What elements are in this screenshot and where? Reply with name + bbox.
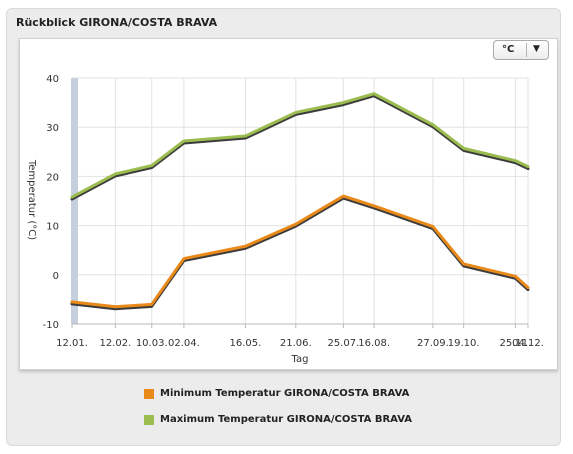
chevron-down-icon: ▼ (533, 44, 540, 54)
series-shadow-1 (70, 94, 530, 201)
legend-swatch-max (144, 415, 154, 425)
chart-area (19, 38, 558, 370)
x-tick-label: 10.03. (136, 338, 168, 349)
y-tick-label: 40 (46, 74, 59, 85)
x-tick-label: 16.08. (358, 338, 390, 349)
unit-select-divider (526, 43, 527, 57)
x-tick-label: 27.09. (417, 338, 449, 349)
x-axis-title: Tag (291, 354, 309, 365)
series-line-max (70, 92, 530, 199)
series-shadow-0 (70, 196, 530, 311)
legend-label-max: Maximum Temperatur GIRONA/COSTA BRAVA (160, 414, 413, 425)
x-tick-label: 25.11. (500, 338, 532, 349)
y-tick-label: -10 (43, 320, 59, 331)
y-tick-label: 30 (46, 123, 59, 134)
y-tick-label: 20 (46, 172, 59, 183)
x-tick-label: 12.01. (56, 338, 88, 349)
legend-label-min: Minimum Temperatur GIRONA/COSTA BRAVA (160, 388, 410, 399)
y-axis-band (71, 78, 78, 324)
x-tick-label: 02.04. (168, 338, 200, 349)
x-tick-label: 19.10. (448, 338, 480, 349)
unit-select[interactable]: °C ▼ (493, 40, 549, 60)
x-tick-label: 04.12. (512, 338, 544, 349)
x-tick-label: 16.05. (230, 338, 262, 349)
y-tick-label: 10 (46, 222, 59, 233)
y-tick-label: 0 (53, 271, 59, 282)
x-tick-label: 12.02. (99, 338, 131, 349)
panel-title: Rückblick GIRONA/COSTA BRAVA (16, 16, 218, 29)
x-tick-label: 25.07. (327, 338, 359, 349)
y-axis-title: Temperatur (°C) (26, 159, 37, 240)
x-tick-label: 21.06. (280, 338, 312, 349)
series-line-min (70, 194, 530, 309)
unit-select-value: °C (502, 44, 515, 55)
legend-swatch-min (144, 389, 154, 399)
